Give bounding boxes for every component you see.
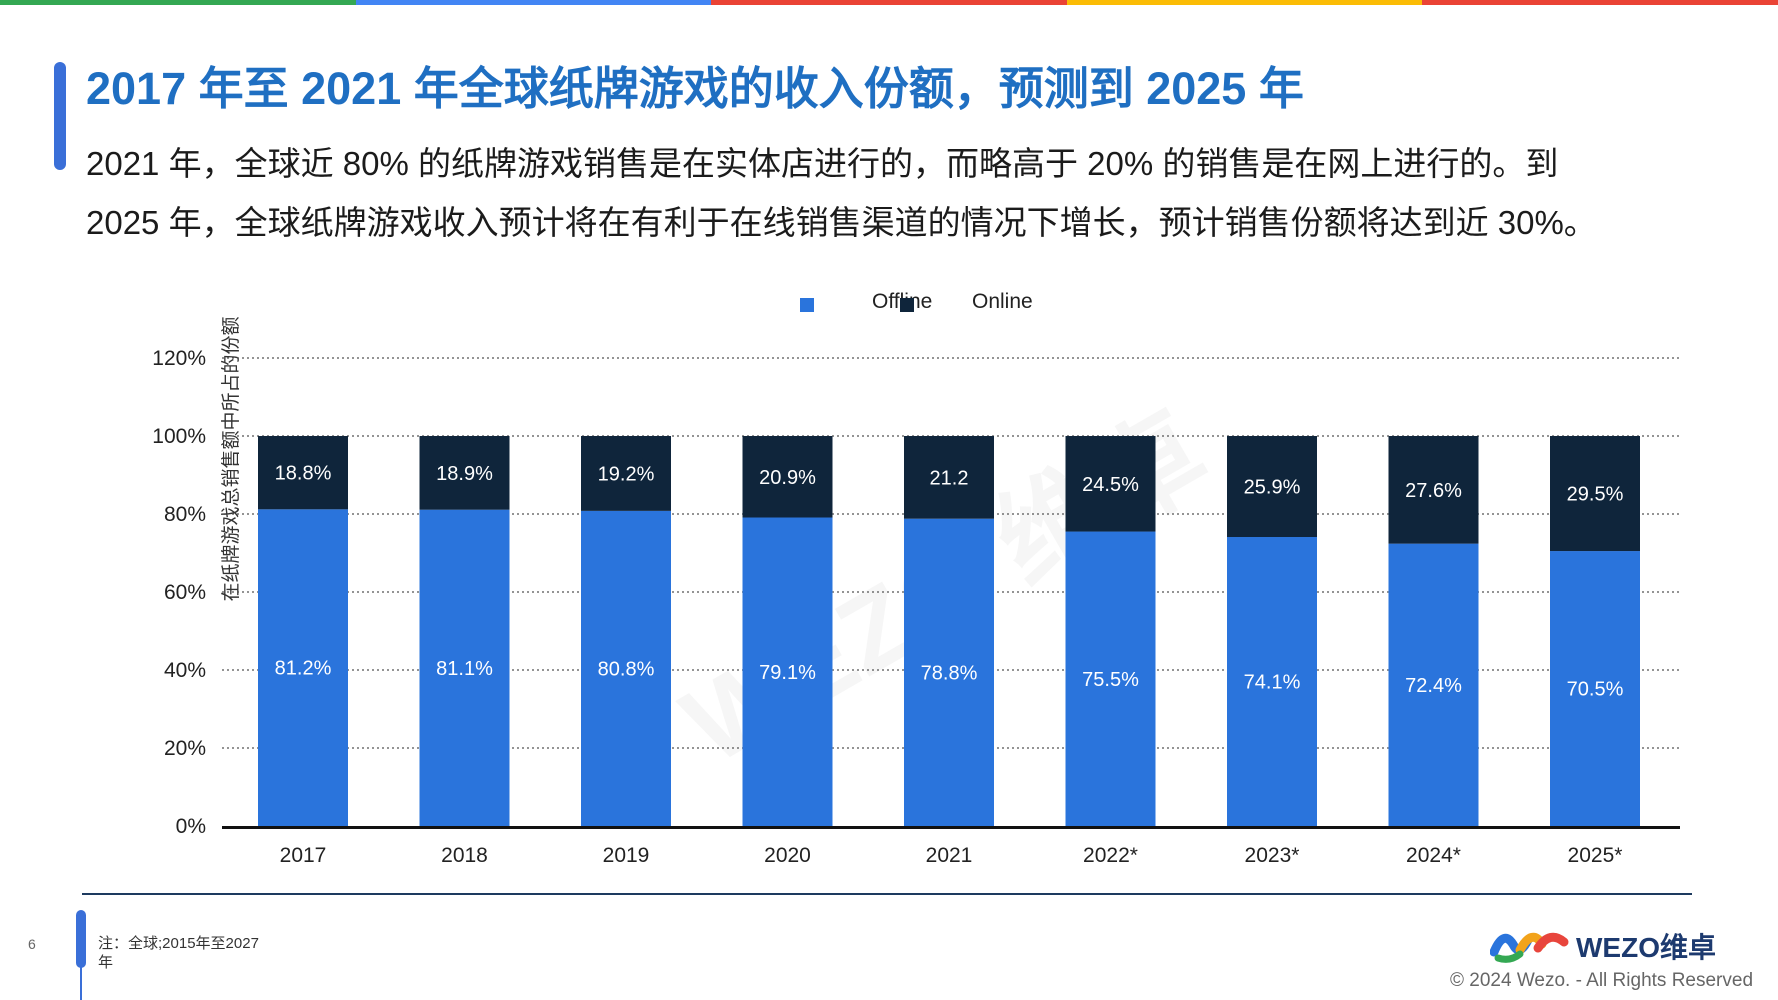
bar-offline — [419, 509, 510, 826]
y-tick-label: 60% — [164, 581, 206, 604]
wezo-logo-icon — [1490, 932, 1569, 963]
x-tick-label: 2022* — [1083, 844, 1138, 867]
data-label-online: 27.6% — [1405, 480, 1462, 502]
data-label-offline: 78.8% — [921, 662, 978, 684]
y-tick-label: 80% — [164, 503, 206, 526]
data-label-offline: 75.5% — [1082, 669, 1139, 691]
data-label-offline: 79.1% — [759, 662, 816, 684]
bar-online — [1550, 436, 1640, 552]
y-tick-label: 120% — [152, 347, 206, 370]
data-label-online: 19.2% — [598, 463, 655, 485]
data-label-online: 24.5% — [1082, 474, 1139, 496]
bar-offline — [1550, 551, 1640, 826]
copyright: © 2024 Wezo. - All Rights Reserved — [1450, 970, 1754, 991]
bar-offline — [1227, 537, 1317, 826]
bar-offline — [581, 510, 671, 826]
data-label-online: 25.9% — [1244, 477, 1301, 499]
x-tick-label: 2019 — [603, 844, 650, 867]
data-label-online: 18.9% — [436, 463, 493, 485]
data-label-offline: 81.1% — [436, 658, 493, 680]
bar-online — [419, 436, 510, 510]
bar-offline — [742, 517, 833, 826]
bar-online — [581, 436, 671, 511]
description-line: 2025 年，全球纸牌游戏收入预计将在有利于在线销售渠道的情况下增长，预计销售份… — [86, 204, 1597, 241]
bar-offline — [1065, 531, 1156, 826]
bar-offline — [904, 518, 994, 826]
footer-divider — [82, 893, 1692, 895]
bar-offline — [1388, 543, 1479, 826]
data-label-offline: 74.1% — [1244, 672, 1301, 694]
data-label-online: 29.5% — [1567, 484, 1624, 506]
y-tick-label: 100% — [152, 425, 206, 448]
y-tick-label: 20% — [164, 737, 206, 760]
note-accent-line — [80, 960, 82, 1000]
data-label-offline: 72.4% — [1405, 675, 1462, 697]
top-color-segment — [0, 0, 356, 5]
x-tick-label: 2020 — [764, 844, 811, 867]
y-tick-label: 40% — [164, 659, 206, 682]
logo-text: WEZO维卓 — [1576, 932, 1716, 963]
x-tick-label: 2018 — [441, 844, 488, 867]
data-label-online: 20.9% — [759, 467, 816, 489]
x-tick-label: 2024* — [1406, 844, 1461, 867]
bar-online — [1388, 436, 1479, 544]
footnote: 注：全球;2015年至2027年 — [98, 935, 259, 971]
bar-online — [1065, 436, 1156, 532]
page-title: 2017 年至 2021 年全球纸牌游戏的收入份额，预测到 2025 年 — [86, 63, 1304, 114]
bar-online — [904, 436, 994, 519]
top-color-segment — [1422, 0, 1778, 5]
x-tick-label: 2025* — [1568, 844, 1623, 867]
data-label-online: 18.8% — [275, 463, 332, 485]
bar-online — [1227, 436, 1317, 538]
data-label-offline: 70.5% — [1567, 679, 1624, 701]
legend-swatch-offline — [800, 298, 814, 312]
x-tick-label: 2017 — [280, 844, 327, 867]
legend-label-online: Online — [972, 290, 1033, 313]
bar-online — [742, 436, 833, 518]
y-tick-label: 0% — [176, 815, 206, 838]
top-color-segment — [1066, 0, 1423, 5]
legend-swatch-online — [900, 298, 914, 312]
top-color-segment — [355, 0, 712, 5]
x-tick-label: 2021 — [926, 844, 973, 867]
data-label-offline: 81.2% — [275, 658, 332, 680]
page-number: 6 — [28, 936, 36, 952]
top-color-segment — [711, 0, 1067, 5]
description: 2021 年，全球近 80% 的纸牌游戏销售是在实体店进行的，而略高于 20% … — [86, 134, 1686, 252]
note-accent-bar — [76, 910, 86, 968]
top-color-bar — [0, 0, 1778, 5]
bar-online — [258, 436, 348, 510]
bar-offline — [258, 509, 348, 826]
data-label-online: 21.2 — [930, 467, 969, 489]
description-line: 2021 年，全球近 80% 的纸牌游戏销售是在实体店进行的，而略高于 20% … — [86, 145, 1559, 182]
title-accent-bar — [54, 62, 66, 170]
x-tick-label: 2023* — [1245, 844, 1300, 867]
data-label-offline: 80.8% — [598, 658, 655, 680]
